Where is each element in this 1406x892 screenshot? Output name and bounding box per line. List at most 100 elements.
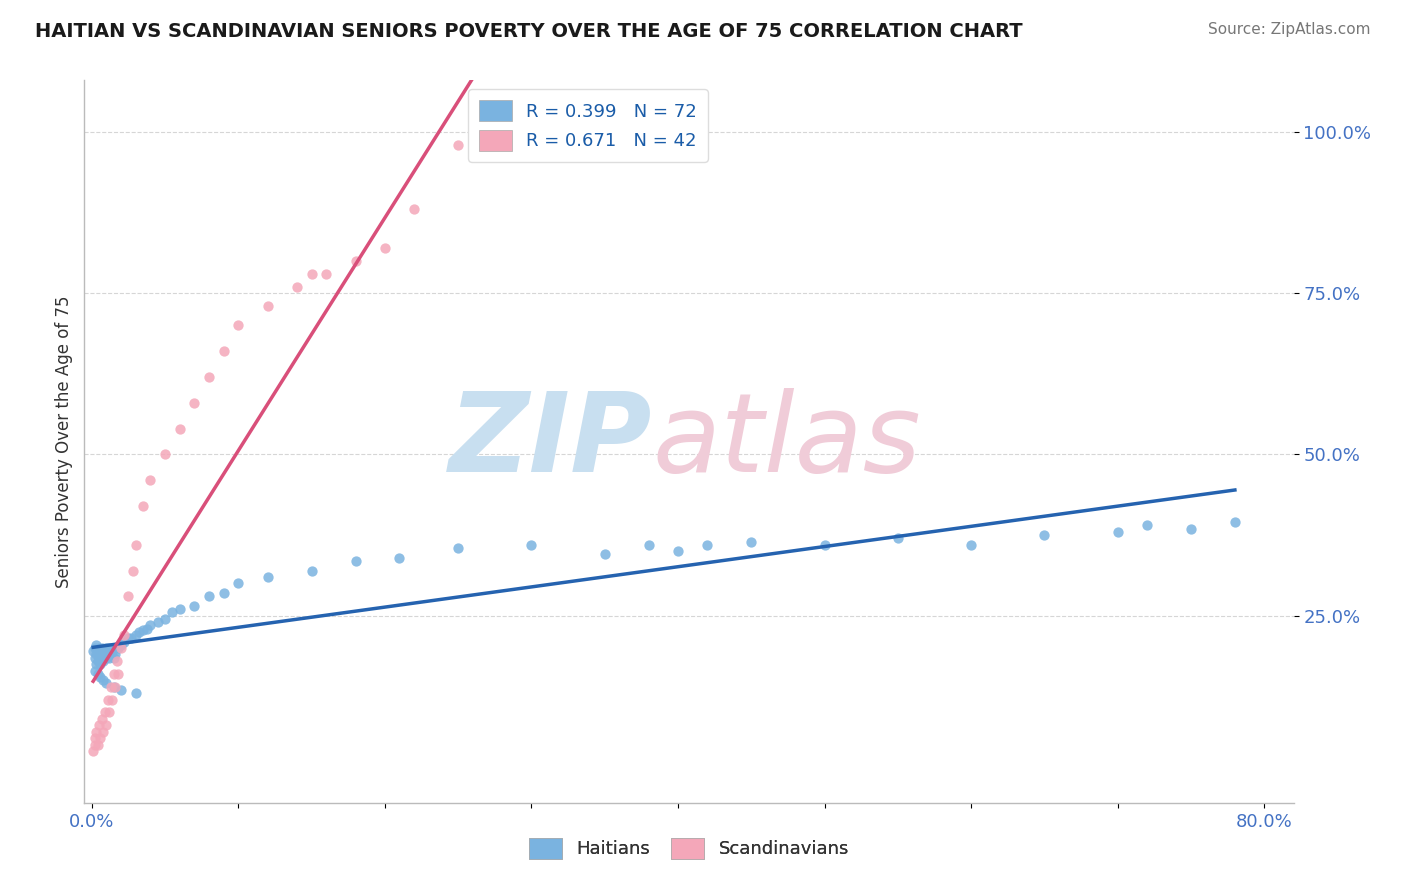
Point [491,125,513,139]
Point [96,718,118,732]
Point [136,622,159,636]
Point [84,657,107,672]
Point [97,692,120,706]
Point [89,731,111,746]
Point [110,638,132,652]
Point [593,548,616,562]
Point [169,422,191,436]
Point [94,648,117,662]
Point [285,279,308,293]
Point [121,564,143,578]
Point [1107,524,1129,539]
Point [112,628,135,642]
Point [117,632,139,646]
Point [98,650,121,665]
Point [666,544,689,558]
Point [813,538,835,552]
Point [82,644,104,658]
Point [212,344,235,359]
Point [132,499,155,513]
Point [256,570,278,584]
Point [153,447,176,461]
Point [94,706,117,720]
Point [110,640,132,655]
Point [93,724,115,739]
Point [117,590,139,604]
Point [103,666,125,681]
Point [124,686,146,700]
Point [887,531,910,545]
Point [84,648,107,662]
Point [637,538,659,552]
Point [153,612,176,626]
Text: Source: ZipAtlas.com: Source: ZipAtlas.com [1208,22,1371,37]
Point [256,299,278,313]
Point [83,738,105,752]
Point [105,654,128,668]
Point [120,632,142,646]
Point [315,267,337,281]
Y-axis label: Seniors Poverty Over the Age of 75: Seniors Poverty Over the Age of 75 [55,295,73,588]
Point [98,640,121,655]
Point [183,599,205,613]
Point [183,396,205,410]
Point [96,650,118,665]
Point [139,618,162,632]
Point [124,628,146,642]
Point [91,640,114,655]
Point [100,680,122,694]
Point [93,654,115,668]
Point [520,119,543,133]
Point [388,550,411,565]
Point [86,738,108,752]
Point [103,680,125,694]
Point [344,554,367,568]
Point [124,538,146,552]
Point [83,664,105,678]
Point [198,590,221,604]
Point [139,473,162,487]
Point [98,706,121,720]
Point [1136,518,1159,533]
Point [520,538,543,552]
Point [447,137,470,152]
Point [104,648,127,662]
Point [110,682,132,697]
Point [101,692,124,706]
Point [86,654,108,668]
Point [128,624,150,639]
Point [447,541,470,555]
Point [404,202,426,217]
Point [112,634,135,648]
Point [87,718,110,732]
Point [740,534,762,549]
Point [162,606,184,620]
Point [87,640,110,655]
Point [100,648,122,662]
Point [132,623,155,637]
Point [82,744,104,758]
Point [960,538,983,552]
Legend: Haitians, Scandinavians: Haitians, Scandinavians [522,830,856,866]
Point [87,650,110,665]
Point [107,640,129,655]
Point [301,267,323,281]
Point [374,241,396,255]
Point [83,650,105,665]
Point [212,586,235,600]
Point [91,712,114,726]
Point [96,640,118,655]
Point [146,615,169,630]
Point [1223,515,1246,529]
Point [226,576,249,591]
Text: HAITIAN VS SCANDINAVIAN SENIORS POVERTY OVER THE AGE OF 75 CORRELATION CHART: HAITIAN VS SCANDINAVIAN SENIORS POVERTY … [35,22,1022,41]
Point [103,640,125,655]
Point [344,254,367,268]
Point [86,644,108,658]
Point [83,731,105,746]
Point [696,538,718,552]
Point [101,644,124,658]
Point [93,644,115,658]
Text: atlas: atlas [652,388,921,495]
Point [301,564,323,578]
